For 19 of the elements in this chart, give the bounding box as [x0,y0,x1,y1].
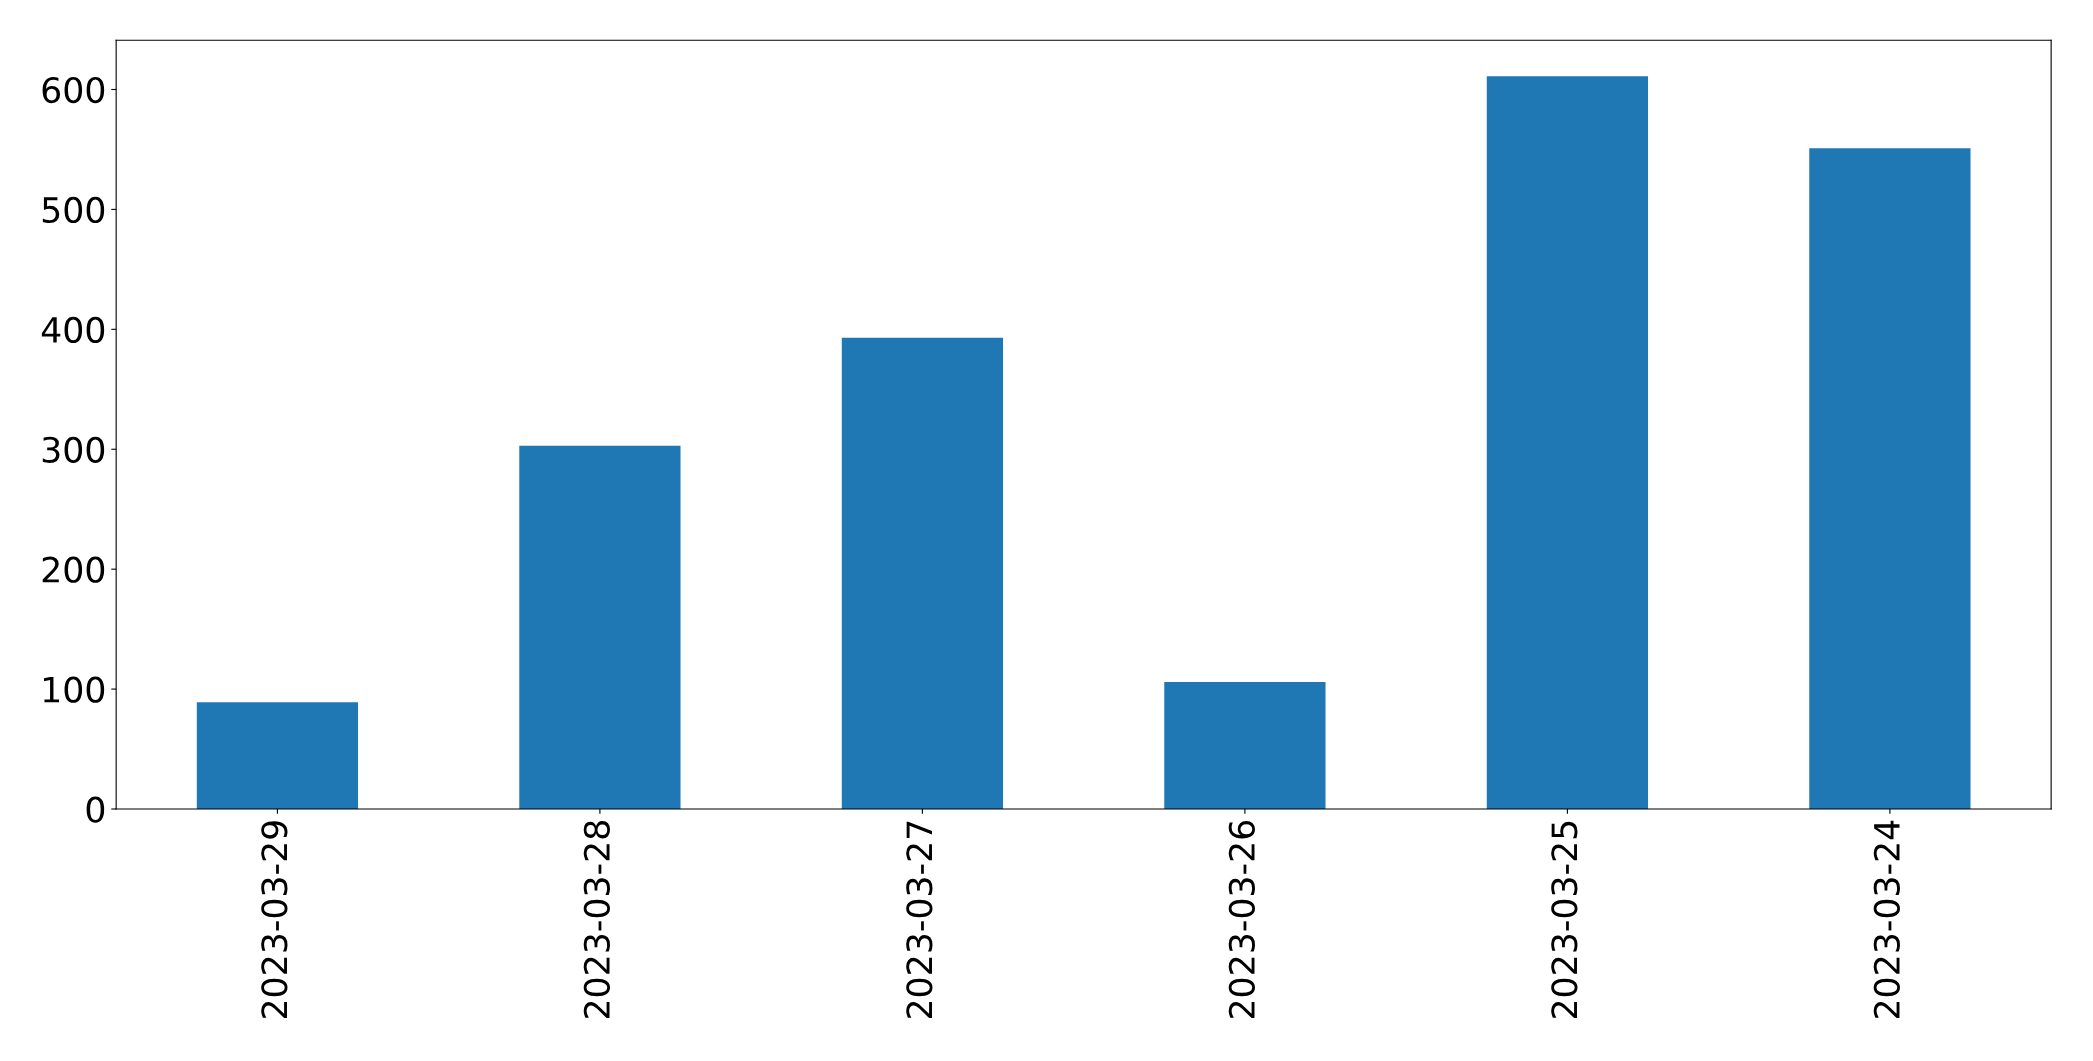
x-tick-label: 2023-03-28 [583,821,610,1018]
y-tick-label: 300 [42,436,105,463]
y-tick-label: 100 [43,676,105,703]
x-tick-label: 2023-03-25 [1551,821,1578,1018]
bar [1486,76,1649,810]
bar [1809,148,1971,810]
x-tick-label: 2023-03-24 [1873,820,1900,1018]
x-tick-label: 2023-03-29 [261,821,288,1018]
bar [519,445,681,810]
y-tick-label: 500 [42,196,105,224]
y-tick-label: 400 [41,316,105,344]
bar [1164,681,1326,810]
bar [841,337,1004,810]
y-tick-label: 0 [86,796,105,823]
bar [196,702,359,810]
x-tick-label: 2023-03-27 [906,821,933,1018]
y-tick-label: 600 [42,76,105,104]
y-tick-label: 200 [42,556,105,583]
x-tick-label: 2023-03-26 [1228,820,1255,1018]
